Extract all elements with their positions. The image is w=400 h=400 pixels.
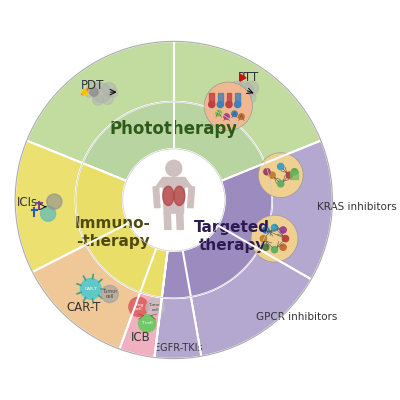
Polygon shape: [82, 89, 88, 96]
Circle shape: [291, 169, 298, 175]
Circle shape: [230, 81, 244, 95]
Text: Targeted
therapy: Targeted therapy: [194, 220, 270, 253]
Circle shape: [286, 172, 292, 178]
Text: EGFR-TKIs: EGFR-TKIs: [154, 343, 203, 353]
Polygon shape: [259, 140, 332, 279]
Polygon shape: [290, 171, 298, 179]
Circle shape: [109, 88, 118, 97]
Circle shape: [264, 169, 270, 175]
Circle shape: [251, 215, 298, 262]
Circle shape: [224, 114, 229, 119]
Polygon shape: [240, 74, 246, 81]
Text: GPCR inhibitors: GPCR inhibitors: [256, 312, 337, 322]
Polygon shape: [209, 93, 214, 103]
Circle shape: [234, 101, 241, 108]
Polygon shape: [120, 292, 162, 358]
Circle shape: [166, 160, 182, 176]
Polygon shape: [156, 178, 192, 187]
Text: Treg
cell: Treg cell: [134, 302, 143, 311]
Circle shape: [138, 315, 156, 332]
Circle shape: [217, 101, 224, 108]
Circle shape: [129, 297, 148, 316]
Polygon shape: [226, 93, 231, 103]
Circle shape: [278, 164, 284, 170]
Polygon shape: [15, 140, 86, 272]
Circle shape: [123, 149, 225, 251]
Circle shape: [92, 83, 111, 102]
Text: PDT: PDT: [80, 79, 104, 92]
Circle shape: [258, 153, 303, 198]
Polygon shape: [154, 297, 201, 359]
Circle shape: [260, 236, 266, 242]
Circle shape: [271, 224, 278, 231]
Polygon shape: [163, 178, 185, 213]
Polygon shape: [174, 186, 185, 206]
Circle shape: [102, 94, 113, 104]
Circle shape: [282, 236, 289, 242]
Polygon shape: [32, 245, 140, 349]
Circle shape: [234, 82, 254, 101]
Circle shape: [245, 92, 256, 103]
Circle shape: [245, 81, 259, 95]
Circle shape: [146, 298, 164, 316]
Circle shape: [278, 181, 284, 187]
Circle shape: [47, 194, 62, 209]
Circle shape: [90, 88, 98, 96]
Circle shape: [87, 82, 101, 96]
Polygon shape: [83, 102, 265, 181]
Polygon shape: [163, 186, 174, 206]
Polygon shape: [188, 187, 194, 208]
Text: CAR-T: CAR-T: [66, 301, 100, 314]
Polygon shape: [218, 93, 223, 103]
Text: Phototherapy: Phototherapy: [110, 120, 238, 138]
Circle shape: [85, 88, 94, 97]
Text: ICB: ICB: [131, 332, 151, 344]
Circle shape: [80, 278, 101, 299]
Circle shape: [280, 244, 286, 250]
Circle shape: [280, 227, 286, 233]
Text: CAR-T: CAR-T: [84, 287, 97, 291]
Circle shape: [92, 94, 104, 105]
Polygon shape: [191, 249, 311, 356]
Circle shape: [101, 285, 118, 302]
Polygon shape: [235, 93, 240, 103]
Circle shape: [226, 101, 232, 108]
Circle shape: [216, 110, 221, 116]
Polygon shape: [164, 213, 171, 229]
Text: KRAS inhibitors: KRAS inhibitors: [317, 202, 396, 212]
Polygon shape: [27, 41, 174, 163]
Circle shape: [102, 82, 116, 96]
Polygon shape: [174, 41, 321, 163]
Circle shape: [40, 206, 56, 221]
Polygon shape: [176, 213, 184, 229]
Circle shape: [232, 111, 237, 116]
Polygon shape: [162, 163, 272, 298]
Text: Immuno-
-therapy: Immuno- -therapy: [75, 216, 151, 248]
Circle shape: [239, 114, 244, 119]
Circle shape: [235, 93, 246, 104]
Circle shape: [269, 172, 275, 178]
Polygon shape: [76, 163, 168, 298]
Circle shape: [263, 227, 269, 233]
Text: Tumor
cell: Tumor cell: [102, 288, 117, 299]
Text: ICIs: ICIs: [17, 196, 38, 209]
Polygon shape: [153, 187, 160, 208]
Circle shape: [209, 101, 215, 108]
Circle shape: [263, 244, 269, 250]
Text: T cell: T cell: [141, 322, 153, 326]
Text: PTT: PTT: [238, 71, 260, 84]
Circle shape: [204, 82, 252, 130]
Text: Tumor
cell: Tumor cell: [148, 303, 162, 312]
Polygon shape: [82, 89, 88, 95]
Circle shape: [271, 246, 278, 253]
